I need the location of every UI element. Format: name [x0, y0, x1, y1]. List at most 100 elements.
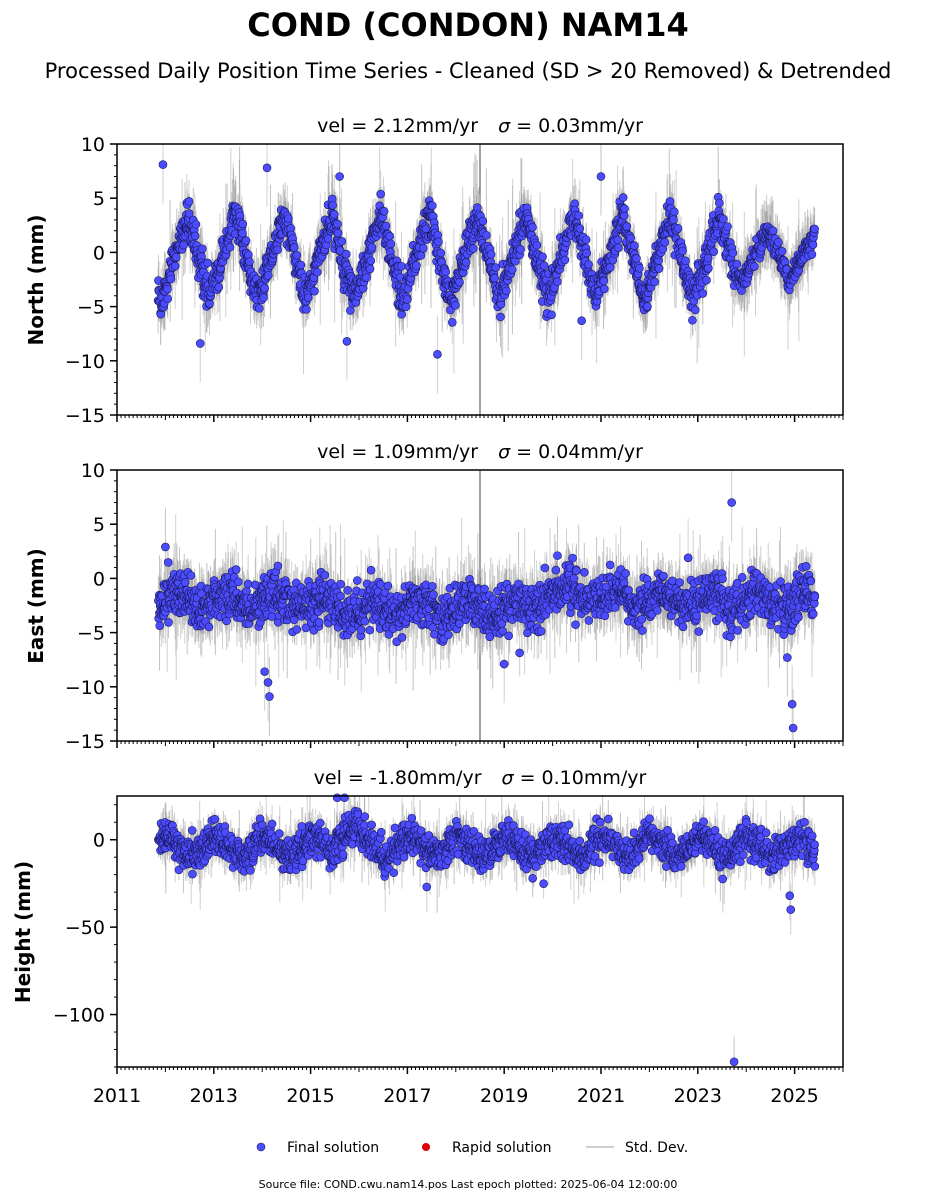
- final-solution-point: [502, 286, 511, 296]
- final-solution-point: [333, 219, 342, 229]
- final-solution-point: [660, 237, 670, 247]
- north-panel: vel = 2.12mm/yr σ = 0.03mm/yr North (mm) −…: [24, 115, 844, 427]
- final-solution-point: [260, 283, 269, 293]
- y-tick-label: −15: [65, 405, 105, 427]
- final-solution-point: [238, 219, 248, 229]
- final-solution-point: [486, 250, 496, 259]
- final-solution-point: [810, 224, 819, 234]
- final-solution-point: [190, 231, 200, 241]
- final-solution-point: [366, 256, 376, 266]
- final-solution-point: [622, 222, 632, 231]
- final-solution-point: [158, 160, 168, 169]
- east-plot-area: [154, 470, 820, 741]
- final-solution-point: [365, 264, 375, 274]
- final-solution-point: [303, 293, 313, 302]
- final-solution-point: [397, 261, 406, 271]
- final-solution-point: [461, 258, 471, 267]
- final-solution-point: [673, 224, 683, 233]
- final-solution-point: [496, 312, 505, 322]
- final-solution-point: [599, 276, 609, 286]
- final-solution-point: [259, 293, 268, 302]
- final-solution-point: [732, 259, 742, 269]
- final-solution-point: [516, 245, 525, 254]
- final-solution-point: [225, 242, 235, 252]
- final-solution-point: [635, 263, 644, 273]
- final-solution-point: [163, 284, 172, 294]
- final-solution-point: [296, 260, 306, 270]
- final-solution-point: [428, 201, 437, 210]
- final-solution-point: [670, 207, 679, 217]
- final-solution-point: [379, 206, 389, 216]
- final-solution-point: [750, 262, 759, 271]
- final-solution-point: [342, 336, 352, 346]
- final-solution-point: [643, 302, 652, 311]
- final-solution-point: [577, 316, 586, 325]
- final-solution-point: [669, 215, 678, 225]
- final-solution-point: [214, 282, 224, 292]
- final-solution-point: [532, 240, 542, 250]
- final-solution-point: [681, 256, 690, 266]
- final-solution-point: [434, 237, 443, 247]
- final-solution-point: [553, 277, 562, 287]
- final-solution-point: [310, 286, 319, 296]
- final-solution-point: [451, 300, 460, 310]
- final-solution-point: [626, 233, 635, 243]
- final-solution-point: [401, 302, 411, 312]
- final-solution-point: [238, 228, 247, 238]
- final-solution-point: [436, 248, 446, 258]
- final-solution-point: [709, 247, 718, 256]
- final-solution-point: [650, 277, 659, 287]
- final-solution-point: [433, 349, 442, 359]
- final-solution-point: [538, 252, 547, 262]
- final-solution-point: [381, 221, 391, 231]
- final-solution-point: [166, 274, 176, 284]
- east-panel: vel = 1.09mm/yr σ = 0.04mm/yr East (mm) −1…: [24, 441, 844, 753]
- final-solution-point: [241, 236, 251, 245]
- y-tick-label: −10: [65, 351, 105, 373]
- final-solution-point: [614, 243, 623, 252]
- final-solution-point: [455, 277, 464, 287]
- final-solution-point: [184, 197, 194, 206]
- figure-subtitle: Processed Daily Position Time Series - C…: [45, 59, 892, 83]
- figure-title: COND (CONDON) NAM14: [247, 6, 689, 44]
- final-solution-point: [618, 193, 628, 202]
- final-solution-point: [198, 244, 207, 254]
- final-solution-point: [367, 243, 377, 252]
- final-solution-point: [337, 237, 347, 246]
- final-solution-point: [774, 238, 783, 247]
- final-solution-point: [412, 261, 421, 270]
- final-solution-point: [203, 258, 212, 268]
- final-solution-point: [273, 245, 282, 255]
- y-tick-label: 10: [81, 134, 105, 156]
- final-solution-point: [386, 239, 396, 249]
- final-solution-point: [599, 284, 609, 294]
- final-solution-point: [678, 246, 687, 256]
- final-solution-point: [195, 339, 205, 348]
- final-solution-point: [245, 257, 254, 267]
- final-solution-point: [528, 222, 537, 232]
- final-solution-point: [264, 271, 273, 280]
- east-ylabel: East (mm): [24, 548, 48, 664]
- final-solution-point: [333, 228, 343, 238]
- final-solution-point: [613, 235, 623, 245]
- final-solution-point: [292, 250, 302, 260]
- final-solution-point: [539, 261, 549, 271]
- final-solution-point: [808, 240, 818, 249]
- final-solution-point: [335, 172, 344, 181]
- final-solution-point: [718, 214, 728, 224]
- final-solution-point: [482, 230, 491, 240]
- final-solution-point: [262, 163, 272, 173]
- final-solution-point: [702, 275, 711, 285]
- final-solution-point: [478, 216, 488, 226]
- final-solution-point: [714, 198, 724, 208]
- final-solution-point: [728, 248, 738, 258]
- final-solution-point: [184, 209, 194, 218]
- final-solution-point: [605, 263, 615, 272]
- y-tick-label: 0: [93, 242, 105, 264]
- final-solution-point: [688, 315, 697, 325]
- final-solution-point: [807, 250, 817, 259]
- final-solution-point: [418, 244, 428, 253]
- final-solution-point: [170, 261, 180, 271]
- final-solution-point: [376, 189, 385, 199]
- final-solution-point: [584, 260, 593, 269]
